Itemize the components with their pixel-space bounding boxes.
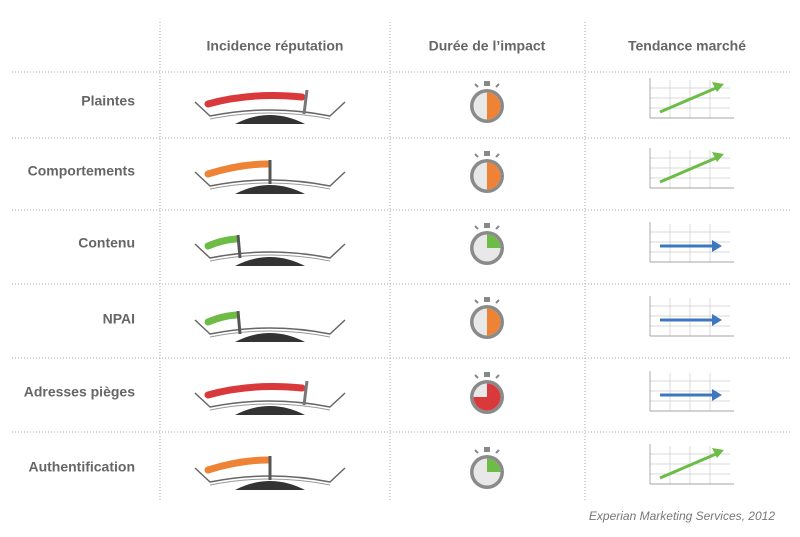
grid-lines (12, 22, 790, 500)
column-header: Tendance marché (628, 38, 746, 54)
gauge (195, 381, 345, 415)
stopwatch (470, 297, 504, 339)
row-label: Authentification (28, 459, 135, 475)
footer: Experian Marketing Services, 2012 (589, 509, 775, 523)
stopwatch (470, 223, 504, 265)
gauge (195, 311, 345, 342)
row-label: Adresses pièges (24, 384, 135, 400)
gauge (195, 160, 345, 194)
column-header: Incidence réputation (207, 38, 344, 54)
column-header: Durée de l’impact (429, 38, 546, 54)
stopwatch (470, 447, 504, 489)
gauge (195, 235, 345, 266)
stopwatch (470, 372, 504, 414)
gauge (195, 456, 345, 490)
row-label: NPAI (103, 311, 135, 327)
gauge (195, 90, 345, 124)
trend-icon (650, 444, 734, 484)
stopwatch (470, 81, 504, 123)
row-label: Contenu (78, 235, 135, 251)
trend-icon (650, 222, 734, 262)
trend-icon (650, 371, 734, 411)
trend-icon (650, 78, 734, 118)
stopwatch (470, 151, 504, 193)
row-label: Plaintes (81, 93, 135, 109)
trend-icon (650, 148, 734, 188)
trend-icon (650, 296, 734, 336)
row-label: Comportements (28, 163, 136, 179)
